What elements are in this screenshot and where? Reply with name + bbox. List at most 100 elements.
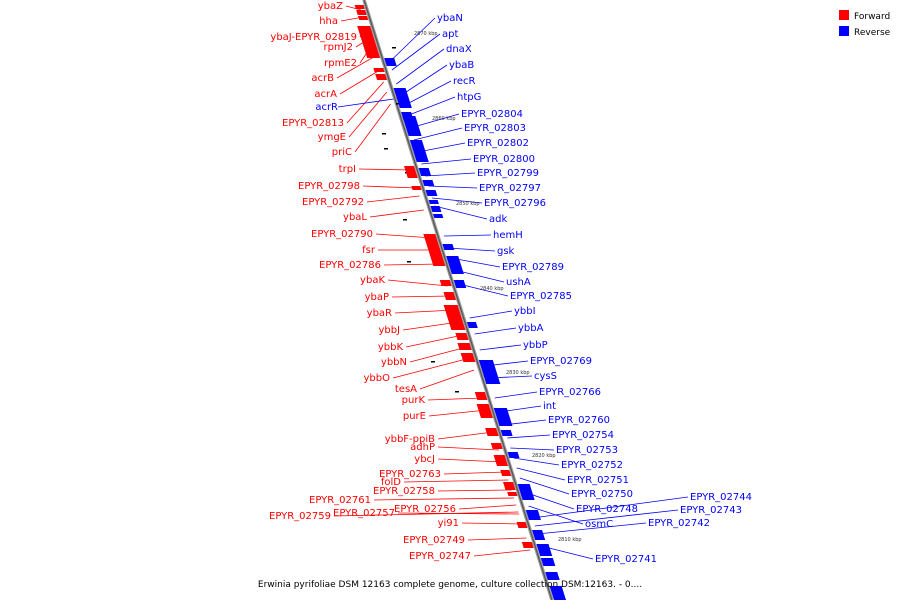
gene-label-reverse[interactable]: dnaX [446, 44, 472, 55]
gene-label-forward[interactable]: EPYR_02763 [379, 469, 441, 480]
gene-label-forward[interactable]: hha [319, 16, 338, 27]
leader-line-forward [458, 504, 517, 510]
leader-line-reverse [417, 142, 466, 153]
gene-label-forward[interactable]: ybaZ [318, 1, 343, 12]
leader-line-forward [387, 279, 448, 287]
gene-label-forward[interactable]: EPYR_02749 [403, 535, 465, 546]
gene-label-forward[interactable]: ybcJ [414, 454, 435, 465]
gene-reverse [422, 180, 435, 186]
track-dash [431, 361, 435, 363]
gene-label-forward[interactable]: EPYR_02761 [309, 495, 371, 506]
gene-label-reverse[interactable]: EPYR_02800 [473, 154, 535, 165]
gene-label-reverse[interactable]: EPYR_02742 [648, 518, 710, 529]
gene-label-reverse[interactable]: EPYR_02754 [552, 430, 614, 441]
gene-label-reverse[interactable]: ushA [506, 277, 531, 288]
gene-label-forward[interactable]: EPYR_02756 [394, 504, 456, 515]
leader-line-forward [437, 431, 494, 440]
gene-label-reverse[interactable]: ybbI [514, 306, 536, 317]
leader-line-forward [403, 479, 509, 483]
gene-label-forward[interactable]: ybbF-ppiB [385, 434, 435, 445]
gene-label-forward[interactable]: EPYR_02792 [302, 197, 364, 208]
gene-label-forward[interactable]: ybaL [343, 212, 367, 223]
gene-label-reverse[interactable]: apt [442, 29, 458, 40]
gene-label-forward[interactable]: folD [381, 477, 401, 488]
gene-label-forward[interactable]: acrA [314, 89, 337, 100]
gene-label-forward[interactable]: rpmE2 [324, 58, 357, 69]
gene-label-forward[interactable]: EPYR_02757 [333, 508, 395, 519]
gene-label-forward[interactable]: ybbK [378, 342, 404, 353]
gene-label-reverse[interactable]: EPYR_02796 [484, 198, 546, 209]
gene-label-forward[interactable]: ymgE [318, 132, 346, 143]
gene-label-reverse[interactable]: EPYR_02752 [561, 460, 623, 471]
leader-line-forward [437, 489, 512, 492]
gene-reverse [453, 280, 467, 288]
gene-label-reverse[interactable]: ybaN [437, 13, 463, 24]
gene-label-forward[interactable]: ybbN [381, 357, 407, 368]
gene-label-forward[interactable]: ybaR [367, 308, 392, 319]
gene-label-forward[interactable]: acrB [311, 73, 334, 84]
gene-label-reverse[interactable]: EPYR_02751 [567, 475, 629, 486]
leader-line-forward [473, 549, 531, 557]
gene-label-forward[interactable]: EPYR_02790 [311, 229, 373, 240]
leader-line-reverse [406, 96, 456, 117]
leader-line-forward [348, 91, 388, 138]
gene-label-reverse[interactable]: recR [453, 76, 476, 87]
gene-label-forward[interactable]: EPYR_02813 [282, 118, 344, 129]
gene-label-reverse[interactable]: EPYR_02789 [502, 262, 564, 273]
gene-label-reverse[interactable]: EPYR_02797 [479, 183, 541, 194]
gene-label-reverse[interactable]: hemH [493, 230, 523, 241]
gene-label-reverse[interactable]: ybbA [518, 323, 544, 334]
gene-label-forward[interactable]: EPYR_02798 [298, 181, 360, 192]
gene-label-reverse[interactable]: acrR [315, 102, 338, 113]
gene-label-forward[interactable]: EPYR_02786 [319, 260, 381, 271]
gene-label-forward[interactable]: priC [332, 147, 352, 158]
gene-label-reverse[interactable]: EPYR_02744 [690, 492, 752, 503]
gene-label-forward[interactable]: tesA [395, 384, 417, 395]
gene-label-reverse[interactable]: EPYR_02750 [571, 489, 633, 500]
gene-label-reverse[interactable]: osmC [585, 519, 613, 530]
gene-label-forward[interactable]: purE [403, 411, 426, 422]
gene-label-reverse[interactable]: EPYR_02769 [530, 356, 592, 367]
gene-forward [443, 305, 466, 330]
gene-label-forward[interactable]: EPYR_02759 [269, 511, 331, 522]
gene-label-reverse[interactable]: int [543, 401, 556, 412]
gene-label-forward[interactable]: rpmJ2 [323, 42, 353, 53]
gene-label-reverse[interactable]: EPYR_02802 [467, 138, 529, 149]
gene-label-forward[interactable]: ybaK [360, 275, 385, 286]
gene-label-forward[interactable]: trpI [339, 164, 356, 175]
gene-label-reverse[interactable]: EPYR_02799 [477, 168, 539, 179]
gene-label-reverse[interactable]: EPYR_02753 [556, 445, 618, 456]
gene-label-reverse[interactable]: EPYR_02743 [680, 505, 742, 516]
gene-label-reverse[interactable]: EPYR_02803 [464, 123, 526, 134]
gene-label-forward[interactable]: ybaP [365, 292, 389, 303]
gene-label-forward[interactable]: EPYR_02747 [409, 551, 471, 562]
leader-line-reverse [479, 344, 522, 351]
gene-label-reverse[interactable]: gsk [497, 246, 515, 257]
gene-label-forward[interactable]: ybbO [364, 373, 391, 384]
track-dash [455, 391, 459, 393]
gene-reverse [545, 572, 560, 580]
gene-label-reverse[interactable]: adk [489, 214, 507, 225]
gene-label-forward[interactable]: purK [402, 395, 426, 406]
scale-tick-label: 2840 kbp [480, 286, 504, 292]
gene-label-forward[interactable]: fsr [362, 245, 376, 256]
gene-label-reverse[interactable]: EPYR_02741 [595, 554, 657, 565]
gene-label-forward[interactable]: ybaJ-EPYR_02819 [270, 32, 357, 43]
gene-label-reverse[interactable]: EPYR_02760 [548, 415, 610, 426]
gene-label-reverse[interactable]: ybbP [523, 340, 548, 351]
gene-label-reverse[interactable]: htpG [457, 92, 481, 103]
gene-label-reverse[interactable]: EPYR_02766 [539, 387, 601, 398]
gene-label-forward[interactable]: ybbJ [378, 325, 400, 336]
gene-label-forward[interactable]: adhP [410, 442, 435, 453]
gene-label-reverse[interactable]: EPYR_02748 [576, 504, 638, 515]
leader-line-reverse [519, 477, 570, 495]
gene-label-reverse[interactable]: ybaB [449, 60, 474, 71]
gene-label-forward[interactable]: EPYR_02758 [373, 486, 435, 497]
gene-label-forward[interactable]: yi91 [438, 518, 459, 529]
gene-label-reverse[interactable]: cysS [534, 371, 557, 382]
gene-label-reverse[interactable]: EPYR_02785 [510, 291, 572, 302]
gene-label-reverse[interactable]: EPYR_02804 [461, 109, 523, 120]
gene-forward [423, 234, 446, 266]
gene-reverse [500, 430, 513, 436]
